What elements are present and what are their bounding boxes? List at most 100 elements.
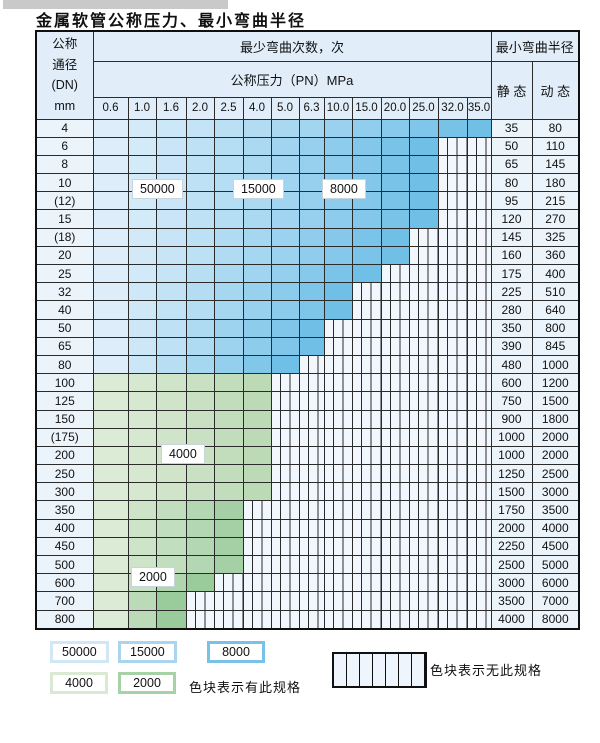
scan-artifact-bar: [3, 0, 228, 9]
spec-available-cell: [323, 245, 353, 266]
spec-available-cell: [213, 518, 244, 538]
spec-available-cell: [213, 245, 244, 266]
spec-available-cell: [242, 427, 272, 447]
legend-no-spec-swatch: [332, 652, 427, 688]
spec-available-cell: [127, 518, 157, 538]
no-spec-cell: [298, 464, 325, 484]
static-radius-cell: 3500: [490, 591, 533, 611]
spec-available-cell: [213, 354, 244, 375]
no-spec-cell: [298, 409, 325, 429]
spec-available-cell: [213, 136, 244, 156]
spec-available-cell: [92, 209, 129, 229]
spec-available-cell: [127, 282, 157, 302]
spec-available-cell: [213, 209, 244, 229]
spec-available-cell: [92, 591, 129, 611]
spec-available-cell: [92, 427, 129, 447]
col-header-min-bend-radius: 最小弯曲半径: [490, 30, 580, 62]
spec-available-cell: [127, 591, 157, 611]
no-spec-cell: [351, 427, 382, 447]
no-spec-cell: [351, 391, 382, 411]
dynamic-radius-cell: 2000: [531, 445, 580, 466]
no-spec-cell: [351, 609, 382, 630]
page-title: 金属软管公称压力、最小弯曲半径: [36, 11, 307, 30]
no-spec-cell: [466, 354, 492, 375]
dynamic-radius-cell: 145: [531, 154, 580, 175]
spec-available-cell: [127, 136, 157, 156]
no-spec-cell: [408, 245, 439, 266]
no-spec-cell: [298, 536, 325, 557]
legend-label-50000: 50000: [53, 644, 106, 660]
no-spec-cell: [351, 282, 382, 302]
static-radius-cell: 3000: [490, 573, 533, 593]
spec-available-cell: [213, 554, 244, 575]
spec-available-cell: [242, 445, 272, 466]
no-spec-cell: [213, 573, 244, 593]
spec-available-cell: [408, 173, 439, 193]
no-spec-cell: [270, 609, 300, 630]
spec-available-cell: [127, 300, 157, 320]
no-spec-cell: [270, 464, 300, 484]
spec-available-cell: [298, 318, 325, 338]
spec-available-cell: [380, 118, 410, 138]
spec-available-cell: [242, 409, 272, 429]
dynamic-radius-cell: 6000: [531, 573, 580, 593]
spec-available-cell: [270, 209, 300, 229]
no-spec-cell: [466, 409, 492, 429]
spec-available-cell: [351, 136, 382, 156]
dn-cell: 450: [35, 536, 94, 557]
no-spec-cell: [437, 354, 468, 375]
spec-available-cell: [92, 227, 129, 247]
no-spec-cell: [323, 554, 353, 575]
table-row-dn-32: 32 225 510: [35, 282, 580, 302]
spec-available-cell: [213, 227, 244, 247]
spec-available-cell: [127, 482, 157, 502]
no-spec-cell: [298, 482, 325, 502]
pressure-col-2.5: 2.5: [213, 96, 244, 120]
spec-available-cell: [92, 609, 129, 630]
spec-available-cell: [213, 445, 244, 466]
no-spec-cell: [380, 554, 410, 575]
no-spec-cell: [380, 482, 410, 502]
dn-cell: 400: [35, 518, 94, 538]
spec-available-cell: [270, 263, 300, 284]
no-spec-cell: [380, 300, 410, 320]
no-spec-cell: [380, 427, 410, 447]
no-spec-cell: [351, 500, 382, 520]
no-spec-cell: [242, 536, 272, 557]
spec-available-cell: [270, 318, 300, 338]
no-spec-cell: [437, 173, 468, 193]
dn-cell: 800: [35, 609, 94, 630]
no-spec-cell: [298, 518, 325, 538]
no-spec-cell: [351, 591, 382, 611]
spec-available-cell: [323, 118, 353, 138]
table-row-dn-400: 400 2000 4000: [35, 518, 580, 538]
spec-available-cell: [242, 336, 272, 356]
spec-available-cell: [351, 154, 382, 175]
col-header-static: 静 态: [490, 60, 533, 120]
dynamic-radius-cell: 3500: [531, 500, 580, 520]
cycles-label-50000: 50000: [132, 179, 183, 199]
no-spec-cell: [408, 409, 439, 429]
spec-available-cell: [92, 354, 129, 375]
dynamic-radius-cell: 845: [531, 336, 580, 356]
spec-available-cell: [213, 500, 244, 520]
spec-available-cell: [127, 409, 157, 429]
legend-note-has-spec: 色块表示有此规格: [189, 680, 302, 695]
spec-available-cell: [155, 373, 187, 393]
dynamic-radius-cell: 1000: [531, 354, 580, 375]
spec-available-cell: [408, 118, 439, 138]
spec-available-cell: [298, 209, 325, 229]
spec-available-cell: [127, 391, 157, 411]
static-radius-cell: 1000: [490, 445, 533, 466]
static-radius-cell: 95: [490, 191, 533, 211]
no-spec-cell: [437, 136, 468, 156]
spec-available-cell: [127, 464, 157, 484]
spec-available-cell: [185, 464, 215, 484]
pressure-col-4.0: 4.0: [242, 96, 272, 120]
no-spec-cell: [466, 282, 492, 302]
spec-available-cell: [155, 409, 187, 429]
no-spec-cell: [323, 318, 353, 338]
dn-cell: 600: [35, 573, 94, 593]
spec-available-cell: [92, 173, 129, 193]
spec-available-cell: [213, 154, 244, 175]
